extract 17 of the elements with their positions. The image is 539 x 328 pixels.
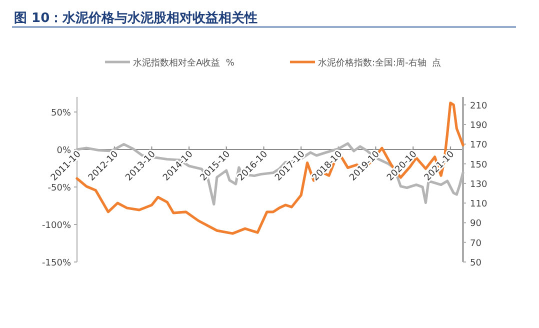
y2-tick-label: 70 — [470, 238, 482, 249]
chart-title: 图 10：水泥价格与水泥股相对收益相关性 — [14, 10, 258, 26]
y2-tick-label: 150 — [470, 160, 488, 170]
y-tick-label: 50% — [50, 108, 72, 118]
y-tick-label: -100% — [42, 221, 72, 231]
y2-tick-label: 90 — [470, 219, 482, 230]
legend-label: 水泥指数相对全A收益 % — [133, 58, 235, 68]
y-tick-label: 0% — [56, 146, 72, 156]
y2-tick-label: 190 — [470, 121, 488, 131]
y-tick-label: -50% — [48, 184, 72, 194]
y2-tick-label: 130 — [470, 180, 488, 190]
y2-tick-label: 110 — [470, 200, 488, 210]
y2-tick-label: 210 — [470, 101, 488, 112]
y2-tick-label: 170 — [470, 140, 488, 151]
y2-tick-label: 50 — [470, 258, 482, 268]
y-tick-label: -150% — [42, 258, 72, 268]
legend-label: 水泥价格指数:全国:周-右轴 点 — [318, 58, 442, 68]
